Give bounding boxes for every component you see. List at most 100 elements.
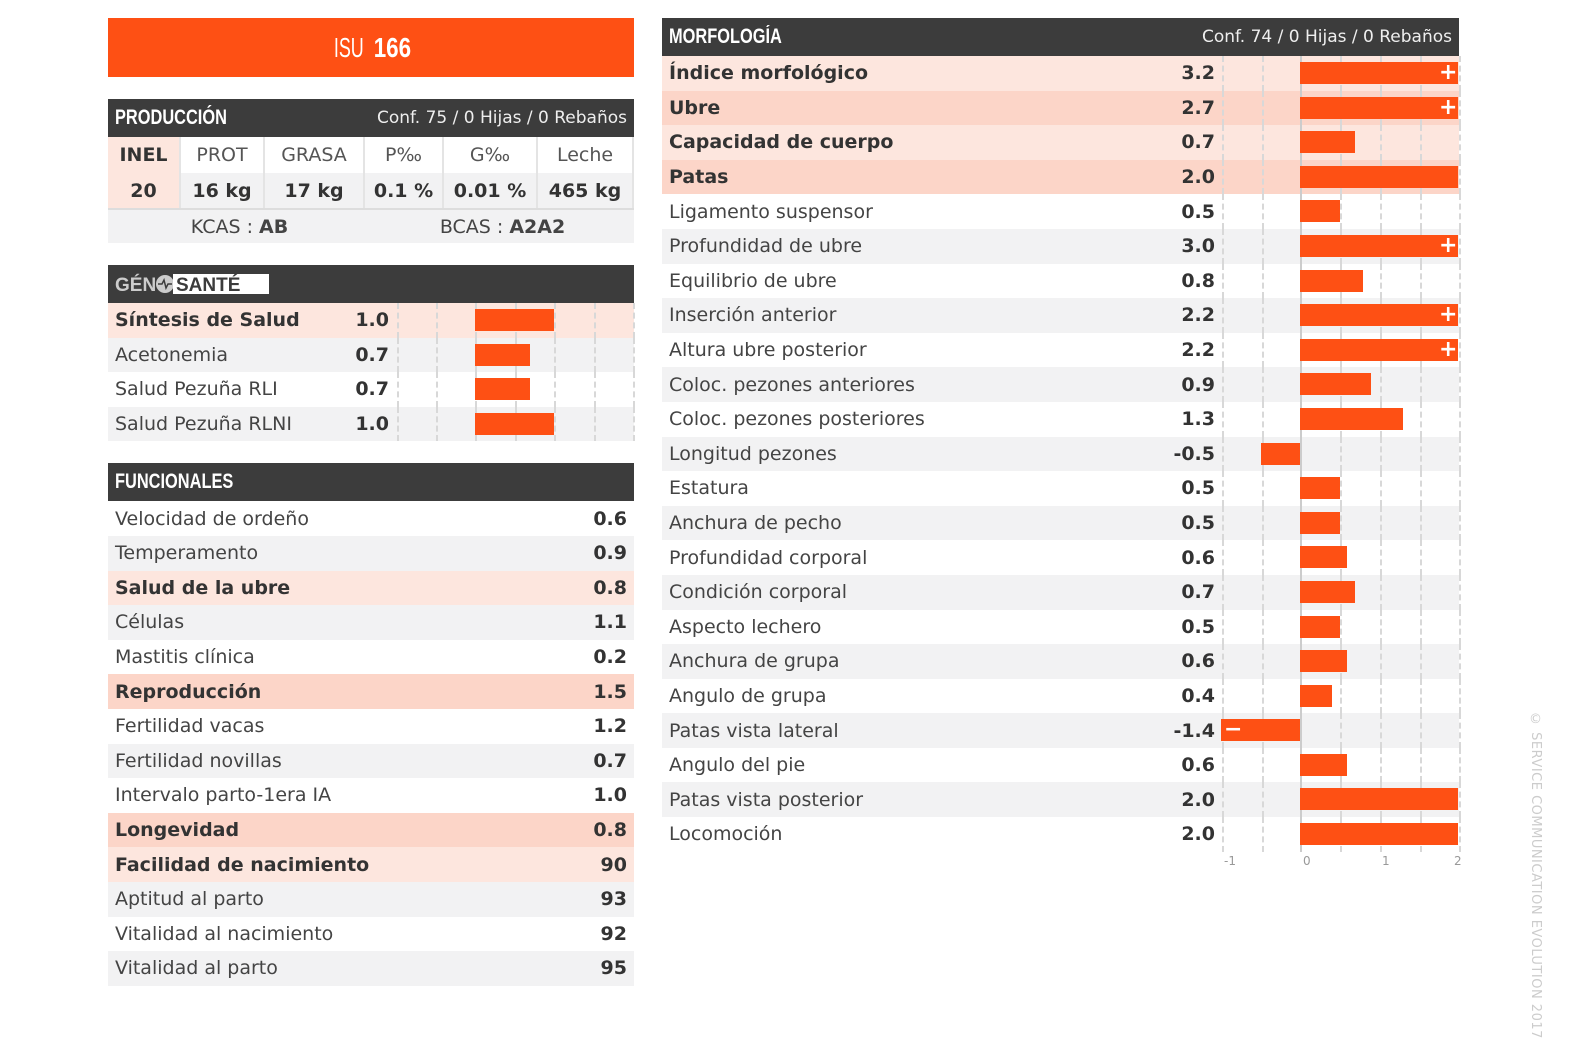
grid-line xyxy=(1222,56,1224,91)
column-header: Leche xyxy=(538,137,634,173)
table-row: Anchura de pecho 0.5 xyxy=(662,505,1461,541)
grid-line xyxy=(1420,436,1422,472)
row-label: Coloc. pezones posteriores xyxy=(669,408,925,431)
row-label: Índice morfológico xyxy=(669,62,869,85)
grid-line xyxy=(1420,263,1422,299)
row-value: 92 xyxy=(600,922,627,945)
table-row: Patas vista posterior 2.0 xyxy=(662,782,1461,818)
grid-line xyxy=(1459,609,1461,645)
grid-line xyxy=(1222,574,1224,610)
table-row: Fertilidad novillas 0.7 xyxy=(108,743,634,779)
value-bar xyxy=(1300,615,1340,638)
row-value: 90 xyxy=(600,853,627,876)
table-row: Acetonemia 0.7 xyxy=(108,337,635,373)
table-row: Velocidad de ordeño 0.6 xyxy=(108,501,634,536)
value-bar xyxy=(1300,753,1348,776)
grid-line xyxy=(594,406,596,442)
row-value: 1.1 xyxy=(593,611,627,634)
right-column: MORFOLOGÍA Conf. 74 / 0 Hijas / 0 Rebaños… xyxy=(662,18,1462,872)
row-label: Longitud pezones xyxy=(669,442,837,465)
plus-icon: + xyxy=(1439,60,1458,85)
grid-line xyxy=(1222,747,1224,783)
grid-line xyxy=(1262,782,1264,818)
value-bar xyxy=(1300,200,1340,223)
row-label: Vitalidad al nacimiento xyxy=(115,922,334,945)
column-value: 0.01 % xyxy=(444,173,538,208)
grid-line xyxy=(1222,298,1224,333)
row-label: Salud Pezuña RLI xyxy=(115,378,278,401)
grid-line xyxy=(1262,90,1264,126)
table-row: Salud Pezuña RLI 0.7 xyxy=(108,372,635,407)
column-value: 0.1 % xyxy=(365,173,444,208)
row-value: 0.9 xyxy=(1181,373,1215,396)
row-value: -0.5 xyxy=(1173,442,1215,465)
morfologia-header: MORFOLOGÍA Conf. 74 / 0 Hijas / 0 Rebaños xyxy=(662,18,1459,56)
grid-line xyxy=(1420,574,1422,610)
grid-line xyxy=(1222,263,1224,299)
value-bar xyxy=(1221,719,1300,742)
genosante-logo: GÉN SANTÉ xyxy=(115,274,269,296)
row-label: Acetonemia xyxy=(115,343,229,366)
left-column: ISU 166 PRODUCCIÓN Conf. 75 / 0 Hijas / 0… xyxy=(108,18,635,986)
table-row: Anchura de grupa 0.6 xyxy=(662,644,1461,679)
row-value: 0.8 xyxy=(1181,269,1215,292)
grid-line xyxy=(1459,713,1461,748)
grid-line xyxy=(1380,678,1382,714)
value-bar xyxy=(1300,477,1340,500)
column-value: 17 kg xyxy=(265,173,365,208)
grid-line xyxy=(1420,747,1422,783)
grid-line xyxy=(1262,298,1264,333)
table-row: Temperamento 0.9 xyxy=(108,535,634,571)
table-row: Inserción anterior 2.2 + xyxy=(662,298,1461,333)
column-header: GRASA xyxy=(265,137,365,173)
value-bar xyxy=(1300,650,1348,673)
grid-line xyxy=(554,372,556,407)
grid-line xyxy=(1262,747,1264,783)
row-label: Angulo de grupa xyxy=(669,684,827,707)
table-row: Estatura 0.5 xyxy=(662,471,1461,506)
grid-line xyxy=(1459,644,1461,679)
row-label: Mastitis clínica xyxy=(115,646,255,669)
grid-line xyxy=(1262,228,1264,264)
table-row: Fertilidad vacas 1.2 xyxy=(108,709,634,744)
value-bar xyxy=(1300,269,1364,292)
value-bar xyxy=(1300,338,1458,361)
grid-line xyxy=(1459,401,1461,437)
grid-line xyxy=(1222,228,1224,264)
grid-line xyxy=(1262,332,1264,368)
grid-line xyxy=(1459,505,1461,541)
row-label: Coloc. pezones anteriores xyxy=(669,373,915,396)
row-label: Fertilidad novillas xyxy=(115,749,282,772)
value-bar xyxy=(475,412,554,435)
value-bar xyxy=(1300,823,1458,846)
grid-line xyxy=(1262,540,1264,575)
grid-line xyxy=(1459,159,1461,195)
grid-line xyxy=(1222,678,1224,714)
table-row: Mastitis clínica 0.2 xyxy=(108,640,634,675)
grid-line xyxy=(1222,782,1224,818)
table-row: Intervalo parto-1era IA 1.0 xyxy=(108,778,634,813)
row-value: 0.6 xyxy=(1181,754,1215,777)
table-row: Reproducción 1.5 xyxy=(108,674,634,709)
grid-line xyxy=(1380,263,1382,299)
svg-text:GÉN: GÉN xyxy=(115,274,156,296)
grid-line xyxy=(436,372,438,407)
axis-tick: -1 xyxy=(1224,853,1236,868)
row-value: 0.5 xyxy=(1181,615,1215,638)
value-bar xyxy=(1300,684,1332,707)
table-row: Ligamento suspensor 0.5 xyxy=(662,194,1461,229)
table-row: Capacidad de cuerpo 0.7 xyxy=(662,125,1461,160)
grid-line xyxy=(1420,471,1422,506)
row-value: 95 xyxy=(600,957,627,980)
row-value: 3.2 xyxy=(1181,62,1215,85)
svg-text:SANTÉ: SANTÉ xyxy=(176,274,240,296)
title-number: 166 xyxy=(374,32,412,63)
grid-line xyxy=(397,372,399,407)
row-value: 0.5 xyxy=(1181,477,1215,500)
grid-line xyxy=(436,337,438,373)
row-value: 0.4 xyxy=(1181,684,1215,707)
row-label: Inserción anterior xyxy=(669,304,837,327)
grid-line xyxy=(436,303,438,338)
grid-line xyxy=(1420,194,1422,229)
row-value: 1.0 xyxy=(355,309,389,332)
